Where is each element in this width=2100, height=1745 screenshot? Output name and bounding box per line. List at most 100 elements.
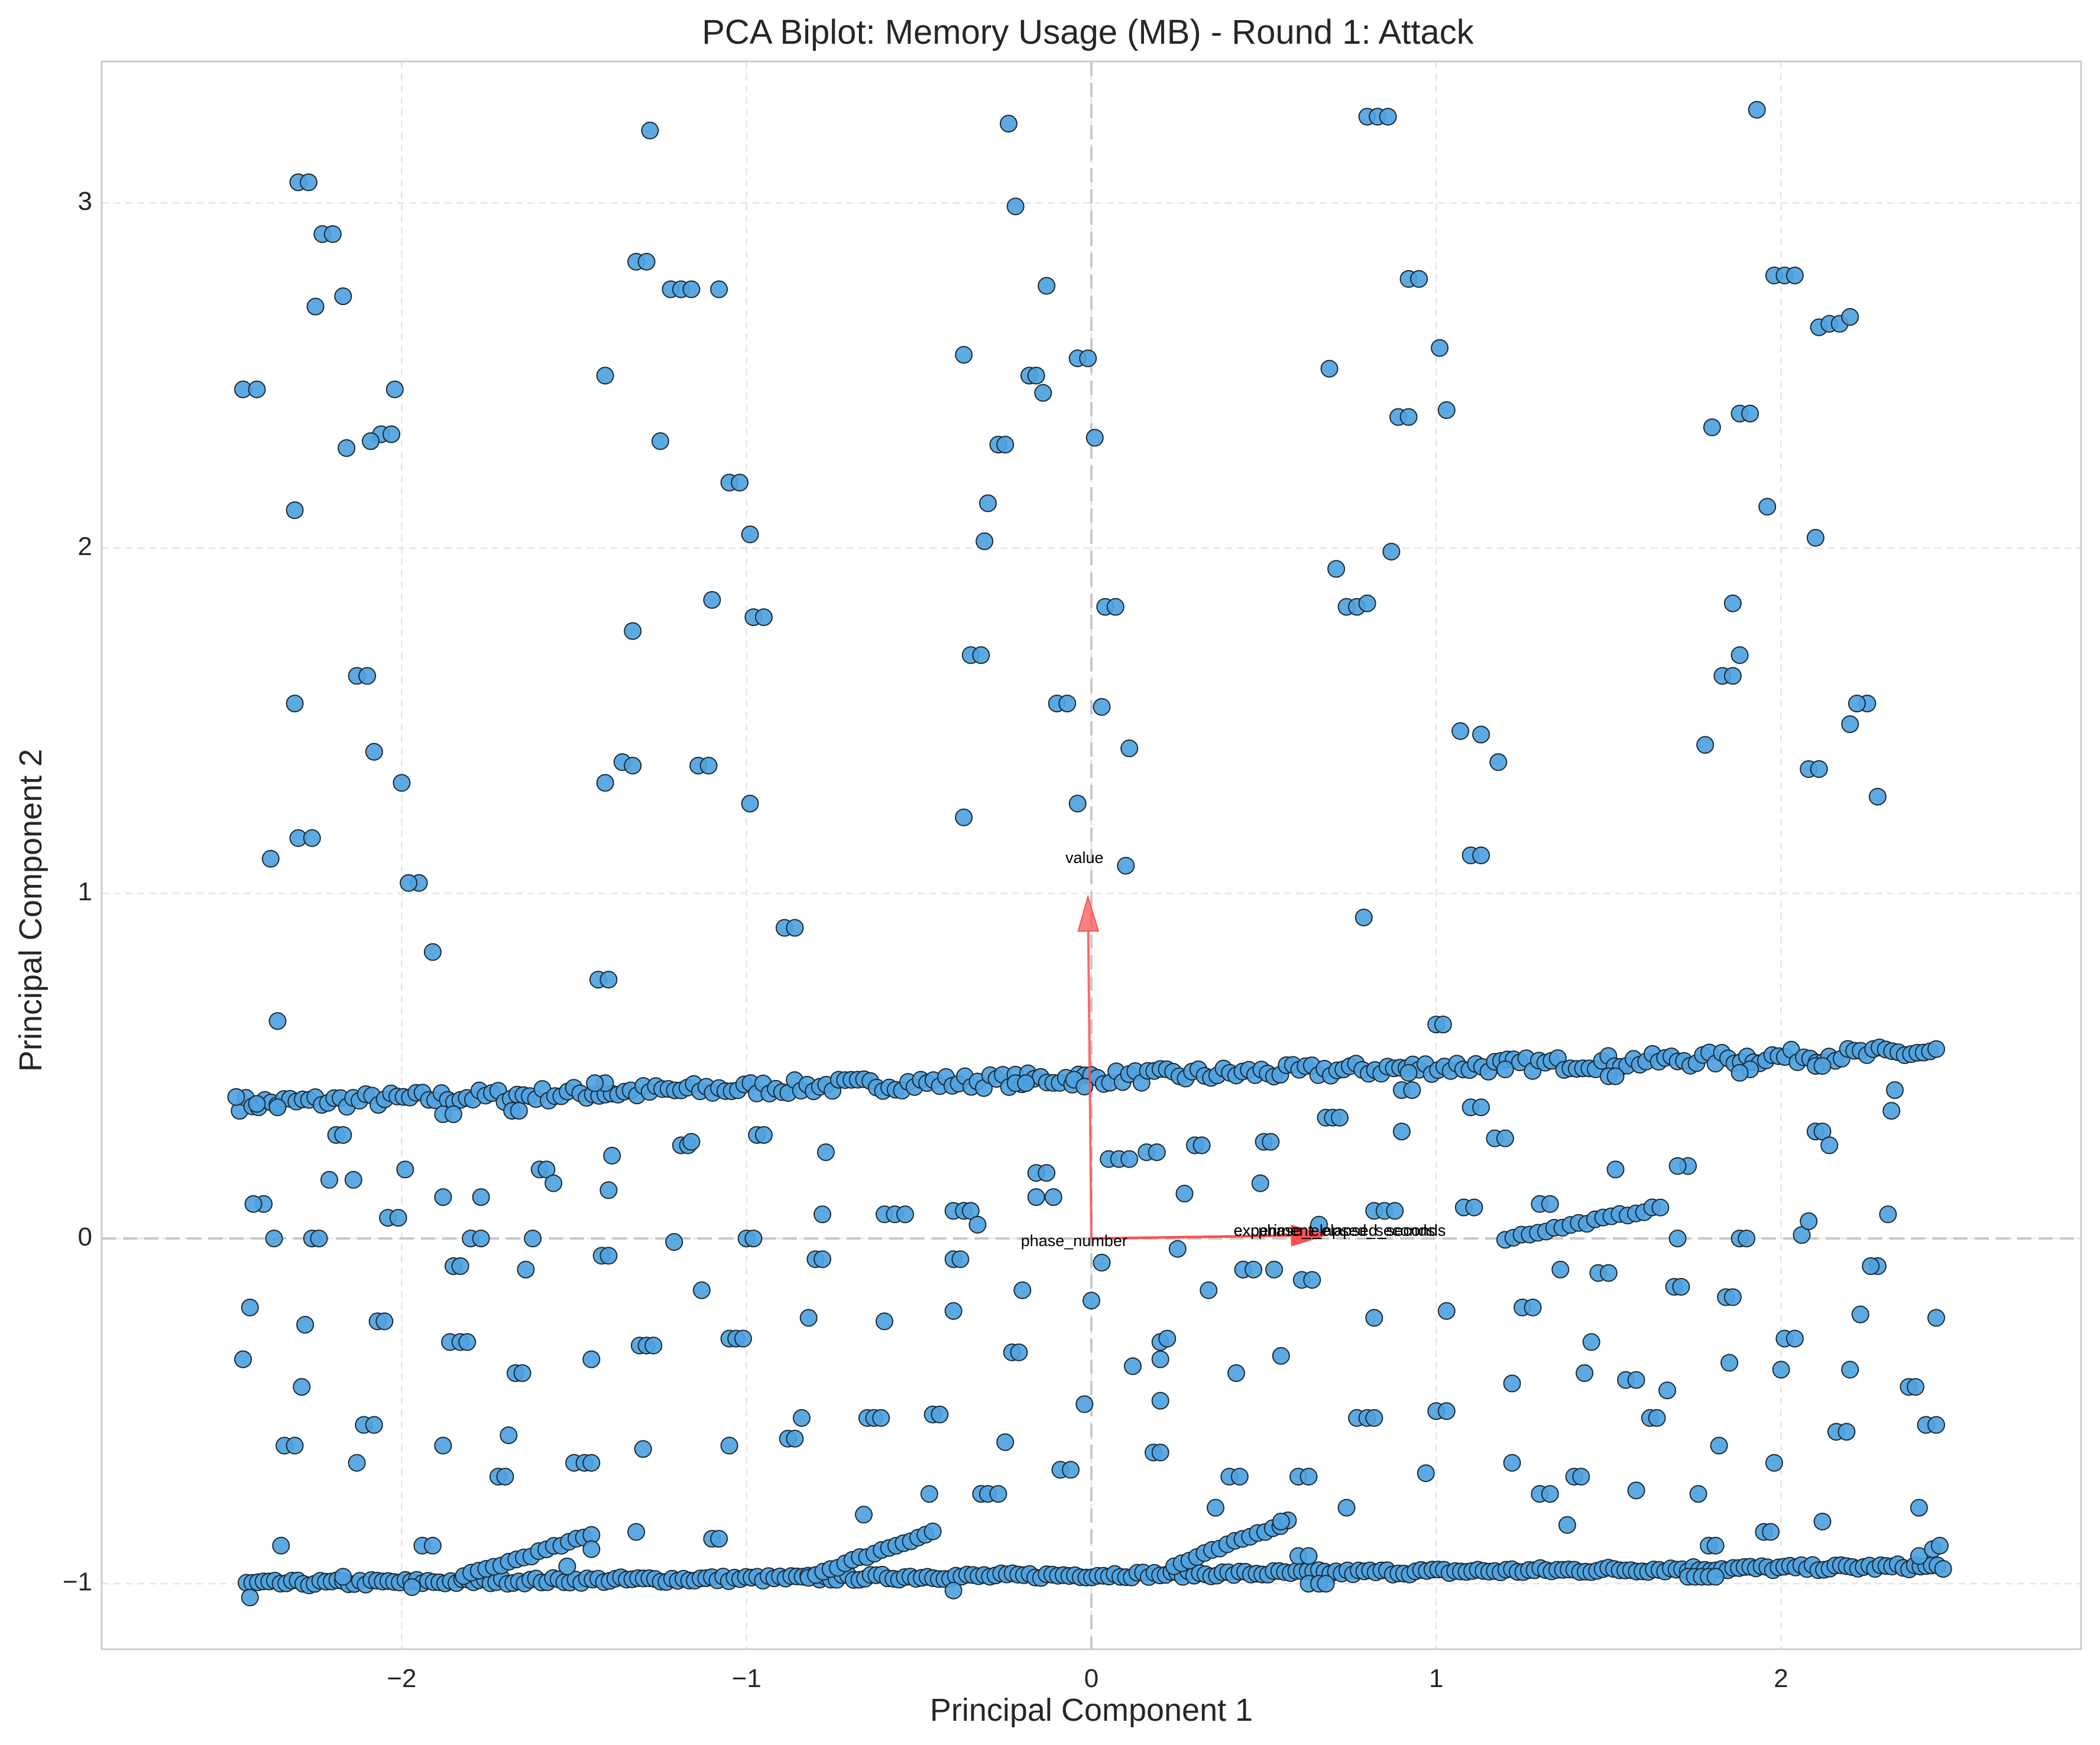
data-point xyxy=(703,591,721,609)
data-point xyxy=(1879,1205,1897,1224)
loading-labels: value phase_number experiment_elapsed_seco… xyxy=(1021,849,1446,1250)
data-point xyxy=(682,280,701,299)
data-point xyxy=(1148,1143,1166,1162)
loading-arrow-shaft xyxy=(1091,1234,1292,1240)
data-point xyxy=(1124,1357,1142,1376)
data-point xyxy=(1800,1212,1818,1230)
data-point xyxy=(1558,1516,1576,1534)
data-point xyxy=(744,1230,763,1248)
data-point xyxy=(976,532,994,550)
data-point xyxy=(1785,1329,1804,1348)
data-point xyxy=(510,1102,528,1120)
x-axis-label: Principal Component 1 xyxy=(930,1692,1253,1728)
data-point xyxy=(1272,1347,1290,1365)
data-point xyxy=(1068,794,1087,813)
data-point xyxy=(300,173,317,192)
data-point xyxy=(1034,384,1052,402)
data-point xyxy=(1848,695,1866,713)
data-point xyxy=(582,1350,601,1368)
data-point xyxy=(1093,1254,1111,1272)
data-point xyxy=(1010,1343,1028,1361)
data-point xyxy=(1299,1547,1318,1565)
data-point xyxy=(1541,1485,1559,1503)
data-point xyxy=(1886,1081,1904,1099)
data-point xyxy=(741,794,759,813)
plot-frame xyxy=(101,60,2082,1650)
data-point xyxy=(1000,115,1017,133)
data-point xyxy=(1403,1081,1421,1099)
data-point xyxy=(896,1205,914,1224)
data-point xyxy=(996,1433,1015,1451)
data-point xyxy=(972,646,990,664)
data-point xyxy=(1582,1333,1600,1351)
data-point xyxy=(545,1174,563,1192)
scatter-points xyxy=(227,100,1952,1607)
data-point xyxy=(1599,1264,1618,1282)
data-point xyxy=(500,1426,518,1444)
data-point xyxy=(1723,667,1742,685)
data-point xyxy=(1006,197,1025,216)
data-point xyxy=(814,1250,831,1269)
data-point xyxy=(1044,1188,1062,1206)
data-point xyxy=(362,432,380,450)
data-point xyxy=(1503,1374,1521,1393)
data-point xyxy=(872,1409,890,1427)
data-point xyxy=(1706,1536,1725,1555)
data-point xyxy=(1075,1078,1094,1096)
data-point xyxy=(1658,1381,1677,1400)
data-point xyxy=(434,1436,452,1455)
data-point xyxy=(1472,725,1490,744)
data-point xyxy=(741,526,759,543)
data-point xyxy=(1651,1198,1670,1217)
data-point xyxy=(996,436,1015,454)
data-point xyxy=(1813,1513,1832,1530)
x-tick-label: 2 xyxy=(1774,1664,1788,1693)
data-point xyxy=(310,1230,328,1248)
data-point xyxy=(1106,598,1124,616)
data-point xyxy=(710,1530,728,1548)
data-point xyxy=(968,1215,987,1234)
data-point xyxy=(816,1143,835,1162)
data-point xyxy=(1841,1361,1859,1379)
data-point xyxy=(1772,1361,1790,1379)
data-point xyxy=(599,1247,618,1265)
data-point xyxy=(1027,366,1045,385)
data-point xyxy=(1703,418,1721,436)
data-point xyxy=(923,1522,942,1540)
data-point xyxy=(1541,1195,1559,1213)
x-tick-label: −1 xyxy=(732,1664,761,1693)
data-point xyxy=(1192,1136,1211,1154)
data-point xyxy=(524,1230,542,1248)
data-point xyxy=(1251,1174,1269,1192)
data-point xyxy=(393,774,411,792)
data-point xyxy=(1365,1409,1383,1427)
data-point xyxy=(1120,1150,1139,1168)
data-point xyxy=(458,1333,477,1351)
data-point xyxy=(1399,1063,1418,1082)
data-point xyxy=(496,1468,514,1485)
data-point xyxy=(444,1105,462,1123)
data-point xyxy=(1927,1040,1945,1058)
data-point xyxy=(1524,1298,1542,1316)
loading-label: value xyxy=(1065,849,1104,867)
data-point xyxy=(375,1312,394,1331)
data-point xyxy=(306,297,325,316)
data-point xyxy=(1265,1260,1284,1279)
data-point xyxy=(754,608,773,627)
data-point xyxy=(1038,277,1056,295)
data-point xyxy=(389,1209,407,1227)
data-point xyxy=(1379,108,1397,126)
data-point xyxy=(1907,1378,1924,1396)
data-point xyxy=(1606,1160,1625,1179)
data-point xyxy=(1551,1260,1570,1279)
data-point xyxy=(634,1440,652,1458)
data-point xyxy=(241,1588,259,1607)
data-point xyxy=(1838,1423,1856,1441)
data-point xyxy=(1392,1123,1411,1141)
y-axis-label: Principal Component 2 xyxy=(13,749,48,1072)
data-point xyxy=(799,1309,818,1327)
loading-label: experiment_elapsed_seconds xyxy=(1234,1222,1446,1240)
data-point xyxy=(1434,1016,1452,1034)
loading-arrow-shaft xyxy=(1087,931,1093,1239)
data-point xyxy=(1668,1157,1687,1175)
